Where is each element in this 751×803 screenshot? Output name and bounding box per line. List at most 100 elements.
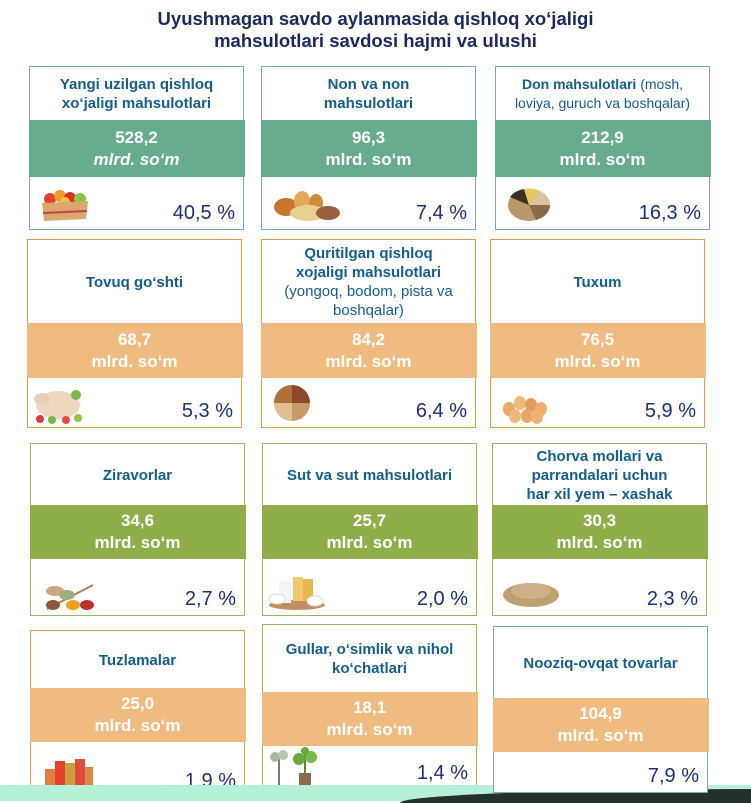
heading-line: Sut va sut mahsulotlari	[286, 466, 453, 484]
share-percent: 40,5 %	[172, 202, 235, 224]
heading-line: Non va non	[327, 76, 410, 93]
heading-line: (yongoq, bodom, pista va	[284, 283, 453, 300]
value-band: 104,9 mlrd. so‘m	[492, 698, 709, 752]
heading-line: Tuzlamalar	[98, 651, 177, 669]
card-heading: Ziravorlar	[31, 444, 244, 506]
value: 30,3	[582, 511, 617, 530]
value-band: 528,2 mlrd. so‘m	[28, 120, 245, 177]
heading-bold: Don mahsulotlari	[521, 76, 637, 92]
unit: mlrd. so‘m	[325, 149, 412, 169]
share-percent: 7,9 %	[647, 765, 699, 787]
unit: mlrd. so‘m	[559, 149, 646, 169]
heading-line: parrandalari uchun	[531, 466, 668, 484]
value: 212,9	[581, 127, 624, 147]
share-percent: 1,4 %	[416, 762, 468, 784]
card-heading: Sut va sut mahsulotlari	[263, 444, 476, 506]
card-chicken: Tovuq go‘shti 68,7 mlrd. so‘m 5,3 %	[26, 239, 243, 428]
heading-line: Tovuq go‘shti	[85, 273, 184, 291]
value: 25,7	[352, 511, 387, 530]
heading-line: Nooziq-ovqat tovarlar	[523, 654, 678, 672]
dairy-icon	[268, 577, 325, 610]
card-spices: Ziravorlar 34,6 mlrd. so‘m 2,7 %	[29, 443, 246, 616]
value-band: 76,5 mlrd. so‘m	[489, 323, 706, 378]
unit: mlrd. so‘m	[326, 720, 413, 739]
grains-icon	[508, 188, 551, 221]
value: 96,3	[351, 127, 386, 147]
card-pickles: Tuzlamalar 25,0 mlrd. so‘m 1,9 %	[29, 630, 246, 798]
value-band: 18,1 mlrd. so‘m	[261, 692, 478, 746]
card-feed: Chorva mollari va parrandalari uchun har…	[491, 443, 708, 616]
card-heading: Gullar, o‘simlik va nihol ko‘chatlari	[263, 625, 476, 693]
heading-line: Chorva mollari va	[536, 447, 663, 465]
heading-line: ko‘chatlari	[331, 660, 408, 677]
card-heading: Quritilgan qishloq xojaligi mahsulotlari…	[262, 240, 475, 324]
share-percent: 2,0 %	[416, 588, 468, 610]
nuts-icon	[274, 385, 310, 421]
value: 68,7	[117, 329, 152, 349]
value: 76,5	[580, 329, 615, 349]
share-percent: 5,9 %	[644, 400, 696, 422]
card-dried-products: Quritilgan qishloq xojaligi mahsulotlari…	[260, 239, 477, 428]
share-percent: 16,3 %	[638, 202, 701, 224]
card-fresh-produce: Yangi uzilgan qishloq xo‘jaligi mahsulot…	[28, 66, 245, 230]
value: 528,2	[115, 127, 158, 147]
title-line-2: mahsulotlari savdosi hajmi va ulushi	[214, 30, 537, 51]
card-heading: Tuzlamalar	[31, 631, 244, 689]
heading-line: har xil yem – xashak	[526, 485, 673, 503]
card-dairy: Sut va sut mahsulotlari 25,7 mlrd. so‘m …	[261, 443, 478, 616]
card-heading: Tuxum	[491, 240, 704, 324]
value-band: 34,6 mlrd. so‘m	[29, 505, 246, 559]
unit: mlrd. so‘m	[93, 149, 180, 169]
card-eggs: Tuxum 76,5 mlrd. so‘m 5,9 %	[489, 239, 706, 428]
title-line-1: Uyushmagan savdo aylanmasida qishloq xo‘…	[157, 8, 594, 29]
unit: mlrd. so‘m	[557, 726, 644, 745]
value-band: 25,0 mlrd. so‘m	[29, 688, 246, 742]
heading-line: Gullar, o‘simlik va nihol	[285, 641, 454, 658]
heading-line: loviya, guruch va boshqalar)	[514, 95, 691, 111]
heading-line: Quritilgan qishloq	[304, 245, 433, 262]
eggs-icon	[503, 396, 547, 424]
unit: mlrd. so‘m	[556, 533, 643, 552]
unit: mlrd. so‘m	[326, 533, 413, 552]
card-heading: Don mahsulotlari (mosh, loviya, guruch v…	[496, 67, 709, 121]
feed-pellets-icon	[503, 583, 559, 607]
value-band: 68,7 mlrd. so‘m	[26, 323, 243, 378]
card-heading: Nooziq-ovqat tovarlar	[494, 627, 707, 699]
chicken-icon	[34, 390, 82, 424]
unit: mlrd. so‘m	[554, 351, 641, 371]
heading-line: mahsulotlari	[323, 95, 414, 112]
value: 25,0	[120, 694, 155, 713]
unit: mlrd. so‘m	[91, 351, 178, 371]
spices-icon	[46, 584, 94, 610]
share-percent: 5,3 %	[181, 400, 233, 422]
value-band: 84,2 mlrd. so‘m	[260, 323, 477, 378]
card-heading: Tovuq go‘shti	[28, 240, 241, 324]
heading-rest: (mosh,	[636, 76, 684, 92]
seedlings-icon	[270, 747, 317, 786]
heading-line: Yangi uzilgan qishloq	[59, 76, 214, 93]
unit: mlrd. so‘m	[94, 533, 181, 552]
share-percent: 2,3 %	[646, 588, 698, 610]
heading-line: Don mahsulotlari (mosh,	[522, 75, 683, 94]
share-percent: 7,4 %	[415, 202, 467, 224]
share-percent: 2,7 %	[184, 588, 236, 610]
card-plants: Gullar, o‘simlik va nihol ko‘chatlari 18…	[261, 624, 478, 790]
fruit-crate-icon	[42, 190, 88, 221]
page-title: Uyushmagan savdo aylanmasida qishloq xo‘…	[0, 8, 751, 52]
value: 34,6	[120, 511, 155, 530]
value-band: 212,9 mlrd. so‘m	[494, 120, 711, 177]
value-band: 30,3 mlrd. so‘m	[491, 505, 708, 559]
heading-line: boshqalar)	[333, 302, 404, 319]
heading-line: xo‘jaligi mahsulotlari	[61, 95, 212, 112]
card-heading: Non va non mahsulotlari	[262, 67, 475, 121]
value: 18,1	[352, 698, 387, 717]
value: 104,9	[579, 704, 622, 723]
card-bread: Non va non mahsulotlari 96,3 mlrd. so‘m …	[260, 66, 477, 230]
unit: mlrd. so‘m	[94, 716, 181, 735]
card-non-food: Nooziq-ovqat tovarlar 104,9 mlrd. so‘m 7…	[492, 626, 709, 793]
heading-line: Tuxum	[573, 273, 622, 291]
card-grains: Don mahsulotlari (mosh, loviya, guruch v…	[494, 66, 711, 230]
value-band: 96,3 mlrd. so‘m	[260, 120, 477, 177]
heading-line: xojaligi mahsulotlari	[295, 264, 442, 281]
card-heading: Chorva mollari va parrandalari uchun har…	[493, 444, 706, 506]
